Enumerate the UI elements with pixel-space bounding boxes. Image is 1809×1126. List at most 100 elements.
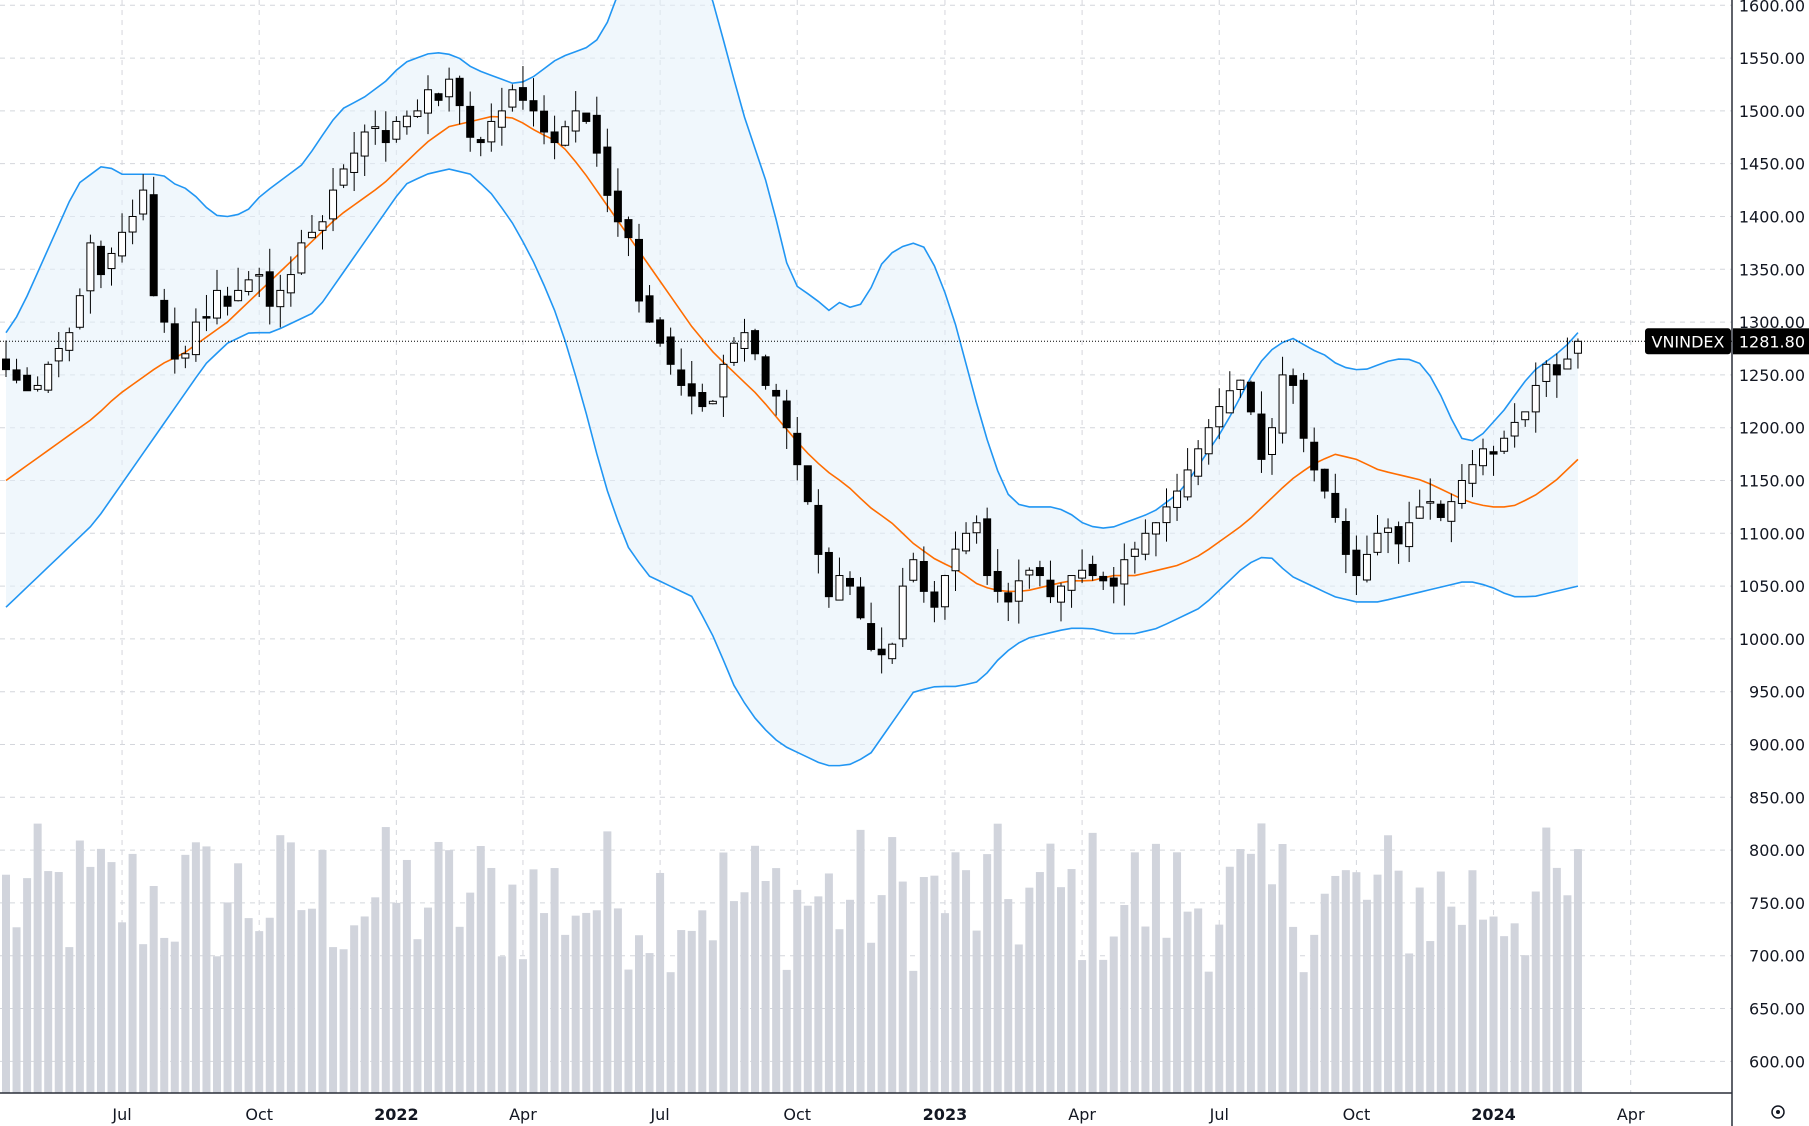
volume-bar [118,922,127,1093]
candle-body [466,105,475,138]
volume-bar [940,913,949,1093]
candle [1552,353,1561,398]
candle [1289,368,1298,404]
volume-bar [402,859,411,1093]
candle-body [729,342,738,363]
volume-bar [592,910,601,1093]
candle [1384,518,1393,554]
candle-body [1542,363,1551,382]
candle [909,552,918,583]
y-tick-label: 650.00 [1749,1000,1805,1019]
candle-body [1552,364,1561,376]
candle [729,337,738,366]
volume-bar [149,886,158,1093]
candle-body [1141,532,1150,555]
candle [508,84,517,112]
candle [540,95,549,145]
volume-bar [234,863,243,1093]
volume-bar [33,823,42,1093]
volume-bar [571,915,580,1093]
volume-bar [793,889,802,1093]
candle [1057,582,1065,622]
candle-body [940,575,949,608]
candle [318,215,327,250]
volume-bar [213,956,221,1093]
volume-bar [392,902,401,1093]
candle-body [898,585,907,640]
candle [1542,360,1551,397]
volume-bar [44,871,53,1093]
candle [856,577,865,620]
candle-body [1362,553,1371,581]
volume-bar [1384,835,1393,1093]
candle [128,199,137,245]
candle [1088,555,1097,581]
candle [867,602,876,652]
volume-bar [476,846,485,1093]
candle [1004,582,1013,622]
volume-bar [107,862,116,1093]
candle [1025,567,1034,589]
candle-body [772,389,781,397]
candle [835,557,844,601]
candle-body [234,289,243,302]
candle [1109,566,1118,604]
candle-body [1573,340,1582,354]
volume-bar [75,840,84,1093]
y-tick-label: 900.00 [1749,736,1805,755]
candle [244,271,253,296]
y-tick-label: 1400.00 [1739,207,1805,226]
volume-bar [223,902,232,1093]
volume-bar [1246,853,1255,1093]
candle-body [223,295,232,307]
candle-body [1215,406,1224,428]
x-tick-label: Apr [1617,1105,1645,1124]
x-tick-label: Oct [783,1105,811,1124]
candle-body [476,139,485,144]
volume-bar [1120,905,1129,1093]
candle-body [1151,522,1160,535]
volume-bar [1373,874,1382,1093]
candle [44,361,53,394]
candle [993,549,1002,603]
candle [793,416,802,481]
volume-bar [1141,926,1150,1093]
candle-body [497,110,506,128]
candle [1194,440,1203,486]
volume-bar [1531,891,1540,1093]
candle [1426,478,1435,520]
candle-body [1035,567,1044,577]
x-tick-label: 2024 [1471,1105,1516,1124]
candle [223,286,232,316]
settings-icon[interactable] [1771,1105,1785,1119]
volume-bar [497,956,506,1093]
candle-body [139,189,148,215]
candle [803,465,812,505]
candle [1236,379,1245,398]
candle [1130,541,1139,574]
volume-bar [930,875,939,1093]
candle [1468,450,1477,498]
candle [751,328,760,361]
candle [1447,493,1456,543]
volume-bar [740,892,749,1093]
volume-bar [1341,870,1350,1093]
volume-bar [1573,849,1582,1093]
candle [677,348,686,396]
candle-body [350,152,359,173]
candle [772,383,781,416]
candle [550,115,559,160]
candle [571,91,580,143]
volume-bar [983,854,992,1093]
candle [1341,508,1350,574]
y-tick-label: 700.00 [1749,947,1805,966]
volume-bar [434,841,443,1093]
candle-body [487,120,496,143]
candle-body [656,319,665,344]
y-tick-label: 1350.00 [1739,260,1805,279]
candle-body [286,274,295,294]
candle-body [297,242,306,274]
candle [529,78,538,127]
